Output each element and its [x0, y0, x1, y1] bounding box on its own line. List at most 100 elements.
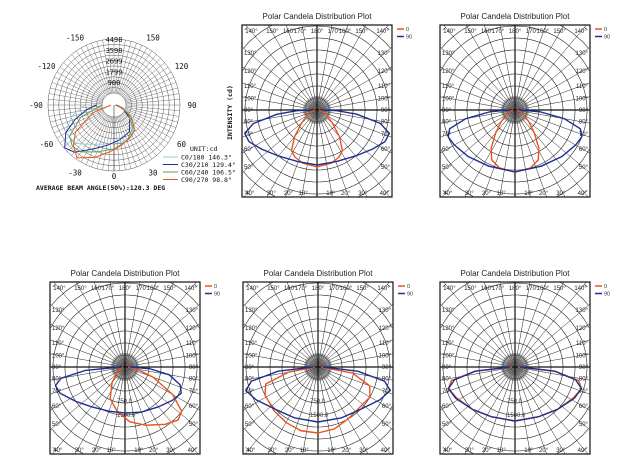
- edge-label-top: 170°: [294, 29, 307, 35]
- ring-label: 1799: [106, 68, 123, 76]
- grid-spoke: [126, 281, 157, 364]
- grid-spoke: [91, 116, 111, 168]
- ring-label: 1500.0: [310, 413, 329, 419]
- grid-spoke: [128, 339, 201, 366]
- edge-label-right: 120°: [378, 69, 391, 75]
- grid-spoke: [114, 116, 120, 171]
- edge-label-top: 160°: [339, 29, 352, 35]
- grid-spoke: [241, 111, 314, 154]
- grid-spoke: [80, 47, 109, 95]
- polar-candela-plot-p5: Polar Candela Distribution Plot 750.0 1500…: [242, 269, 413, 455]
- angle-label: 150: [146, 33, 160, 42]
- grid-spoke: [268, 281, 317, 364]
- edge-label-bottom: 40°: [443, 191, 453, 197]
- edge-label-left: 90°: [442, 108, 452, 114]
- edge-label-bottom: 10°: [524, 448, 534, 454]
- grid-spoke: [439, 96, 512, 110]
- grid-spoke: [117, 42, 137, 94]
- edge-label-left: 70°: [52, 389, 62, 395]
- grid-spoke: [71, 54, 107, 96]
- ring-label: 750.0: [310, 399, 326, 405]
- grid-spoke: [53, 281, 123, 365]
- grid-spoke: [516, 24, 565, 107]
- angle-label: -120: [37, 62, 56, 71]
- grid-spoke: [320, 110, 393, 124]
- grid-spoke: [318, 370, 334, 455]
- grid-spoke: [439, 111, 512, 154]
- grid-spoke: [517, 369, 589, 455]
- grid-spoke: [122, 58, 161, 97]
- grid-spoke: [319, 370, 350, 455]
- edge-label-right: 120°: [186, 326, 199, 332]
- grid-spoke: [121, 54, 157, 96]
- edge-label-top: 150°: [553, 29, 566, 35]
- edge-label-top: 180°: [119, 286, 132, 292]
- edge-label-top: 180°: [509, 286, 522, 292]
- grid-spoke: [518, 96, 591, 110]
- grid-spoke: [125, 281, 141, 364]
- legend-label: 0: [407, 284, 410, 290]
- legend-label: C90/270 98.8°: [181, 176, 232, 184]
- grid-spoke: [516, 113, 566, 198]
- grid-spoke: [115, 116, 126, 171]
- angle-label: -150: [66, 33, 85, 42]
- grid-spoke: [439, 367, 512, 381]
- edge-label-right: 100°: [576, 353, 589, 359]
- grid-spoke: [439, 323, 512, 366]
- edge-label-right: 100°: [576, 96, 589, 102]
- edge-label-top: 150°: [355, 29, 368, 35]
- edge-label-right: 80°: [579, 120, 589, 126]
- edge-label-right: 50°: [579, 422, 589, 428]
- series-line-0: [290, 109, 344, 168]
- legend-label: C0/180 146.3°: [181, 154, 232, 162]
- grid-spoke: [50, 107, 103, 123]
- edge-label-left: 60°: [52, 404, 62, 410]
- grid-spoke: [243, 112, 315, 198]
- edge-label-right: 60°: [382, 404, 392, 410]
- edge-label-top: 140°: [53, 286, 66, 292]
- grid-spoke: [439, 369, 513, 431]
- grid-spoke: [124, 76, 174, 101]
- angle-label: 30: [148, 169, 158, 178]
- edge-label-top: 170°: [492, 29, 505, 35]
- grid-spoke: [116, 41, 132, 94]
- edge-label-left: 110°: [52, 341, 65, 347]
- grid-spoke: [120, 114, 153, 160]
- grid-spoke: [242, 323, 315, 366]
- edge-label-right: 60°: [579, 147, 589, 153]
- grid-spoke: [48, 106, 103, 117]
- edge-label-right: 70°: [381, 132, 391, 138]
- grid-spoke: [516, 370, 547, 455]
- grid-spoke: [125, 93, 180, 104]
- polar-candela-plot-p6: Polar Candela Distribution Plot 750.0 1500…: [439, 269, 610, 455]
- edge-label-bottom: 30°: [75, 448, 85, 454]
- grid-spoke: [115, 39, 126, 94]
- edge-label-right: 90°: [382, 365, 392, 371]
- edge-label-bottom: 10°: [497, 448, 507, 454]
- grid-spoke: [483, 370, 514, 455]
- edge-label-left: 50°: [245, 422, 255, 428]
- ring-label: 750.0: [117, 399, 133, 405]
- grid-spoke: [439, 339, 512, 366]
- grid-spoke: [499, 281, 515, 364]
- grid-spoke: [515, 24, 531, 107]
- grid-spoke: [516, 281, 547, 364]
- edge-label-right: 60°: [579, 404, 589, 410]
- edge-label-left: 70°: [442, 389, 452, 395]
- edge-label-top: 150°: [163, 286, 176, 292]
- grid-spoke: [102, 39, 113, 94]
- edge-label-top: 160°: [537, 286, 550, 292]
- edge-label-bottom: 10°: [497, 191, 507, 197]
- grid-spoke: [117, 116, 137, 168]
- edge-label-bottom: 30°: [465, 191, 475, 197]
- grid-spoke: [518, 367, 591, 381]
- edge-label-left: 90°: [244, 108, 254, 114]
- legend-label: C60/240 106.5°: [181, 169, 236, 177]
- grid-spoke: [118, 45, 143, 95]
- edge-label-right: 130°: [378, 51, 391, 57]
- grid-spoke: [125, 107, 178, 123]
- edge-label-top: 160°: [481, 286, 494, 292]
- edge-label-top: 150°: [464, 29, 477, 35]
- edge-label-top: 170°: [526, 286, 539, 292]
